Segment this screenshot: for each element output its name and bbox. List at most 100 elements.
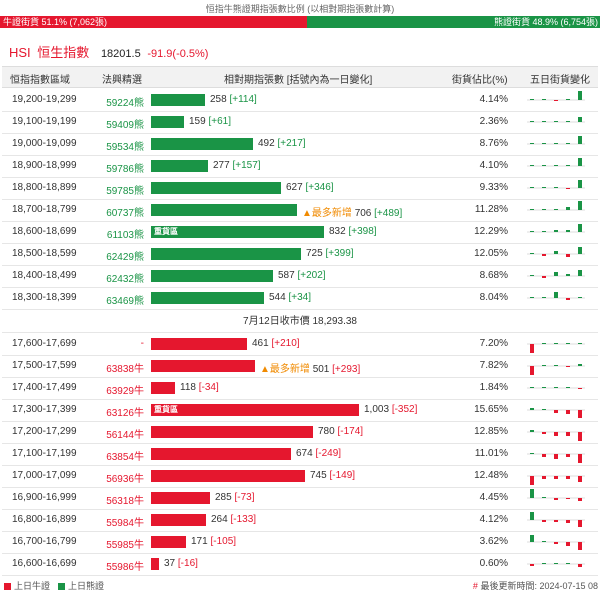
sparkline-bar xyxy=(578,520,582,527)
table-row[interactable]: 18,800-18,899 59785熊 627 [+346] 9.33% xyxy=(2,177,598,200)
table-row[interactable]: 19,100-19,199 59409熊 159 [+61] 2.36% xyxy=(2,111,598,134)
warrant-code-link[interactable]: - xyxy=(140,338,144,349)
range-cell: 18,900-18,999 xyxy=(12,160,77,171)
contracts-change: [-73] xyxy=(234,492,255,503)
five-day-sparkline xyxy=(527,91,585,101)
table-row[interactable]: 16,600-16,699 55986牛 37 [-16] 0.60% xyxy=(2,553,598,576)
sparkline-bar xyxy=(566,121,570,122)
warrant-code-link[interactable]: 62432熊 xyxy=(106,274,144,285)
ratio-cell: 4.14% xyxy=(479,94,508,105)
table-row[interactable]: 19,000-19,099 59534熊 492 [+217] 8.76% xyxy=(2,133,598,156)
sparkline-bar xyxy=(542,121,546,122)
warrant-code-link[interactable]: 62429熊 xyxy=(106,252,144,263)
table-row[interactable]: 18,700-18,799 60737熊 ▲最多新增 706 [+489] 11.28… xyxy=(2,199,598,222)
warrant-code-link[interactable]: 63838牛 xyxy=(106,364,144,375)
sparkline-bar xyxy=(554,542,558,544)
range-cell: 17,100-17,199 xyxy=(12,448,77,459)
sparkline-bar xyxy=(554,432,558,436)
warrant-code-link[interactable]: 56318牛 xyxy=(106,496,144,507)
warrant-code-link[interactable]: 63469熊 xyxy=(106,296,144,307)
table-row[interactable]: 17,500-17,599 63838牛 ▲最多新增 501 [+293] 7.82% xyxy=(2,355,598,378)
warrant-code-link[interactable]: 59224熊 xyxy=(106,98,144,109)
warrant-code-link[interactable]: 61103熊 xyxy=(106,230,144,241)
range-cell: 16,700-16,799 xyxy=(12,536,77,547)
sparkline-bar xyxy=(542,497,546,498)
table-row[interactable]: 16,900-16,999 56318牛 285 [-73] 4.45% xyxy=(2,487,598,510)
warrant-code-link[interactable]: 63854牛 xyxy=(106,452,144,463)
table-row[interactable]: 18,600-18,699 61103熊 重貨區 832 [+398] 12.29% xyxy=(2,221,598,244)
range-cell: 18,800-18,899 xyxy=(12,182,77,193)
contracts-change: [-16] xyxy=(177,558,198,569)
index-name[interactable]: 恒生指數 xyxy=(37,45,90,60)
contracts-change: [+398] xyxy=(348,226,377,237)
table-row[interactable]: 17,100-17,199 63854牛 674 [-249] 11.01% xyxy=(2,443,598,466)
table-row[interactable]: 17,600-17,699 - 461 [+210] 7.20% xyxy=(2,333,598,356)
warrant-code-link[interactable]: 59785熊 xyxy=(106,186,144,197)
sparkline-bar xyxy=(578,388,582,389)
table-row[interactable]: 16,700-16,799 55985牛 171 [-105] 3.62% xyxy=(2,531,598,554)
contracts-bar xyxy=(151,292,264,304)
sparkline-bar xyxy=(542,143,546,144)
contracts-value: ▲最多新增 706 [+489] xyxy=(302,204,402,219)
five-day-sparkline xyxy=(527,535,585,550)
table-row[interactable]: 17,400-17,499 63929牛 118 [-34] 1.84% xyxy=(2,377,598,400)
contracts-bar xyxy=(151,426,313,438)
contracts-bar xyxy=(151,338,247,350)
ratio-cell: 8.04% xyxy=(479,292,508,303)
sparkline-bar xyxy=(530,535,534,542)
warrant-code-link[interactable]: 63126牛 xyxy=(106,408,144,419)
table-row[interactable]: 18,900-18,999 59786熊 277 [+157] 4.10% xyxy=(2,155,598,178)
range-cell: 17,500-17,599 xyxy=(12,360,77,371)
sparkline-bar xyxy=(542,165,546,166)
table-row[interactable]: 17,000-17,099 56936牛 745 [-149] 12.48% xyxy=(2,465,598,488)
table-row[interactable]: 18,400-18,499 62432熊 587 [+202] 8.68% xyxy=(2,265,598,288)
sparkline-bar xyxy=(578,564,582,567)
sparkline-bar xyxy=(554,143,558,144)
table-row[interactable]: 16,800-16,899 55984牛 264 [-133] 4.12% xyxy=(2,509,598,532)
range-cell: 19,100-19,199 xyxy=(12,116,77,127)
warrant-code-link[interactable]: 56144牛 xyxy=(106,430,144,441)
contracts-bar xyxy=(151,248,301,260)
five-day-sparkline xyxy=(527,512,585,527)
table-row[interactable]: 18,500-18,599 62429熊 725 [+399] 12.05% xyxy=(2,243,598,266)
sparkline-bar xyxy=(578,247,582,254)
warrant-code-link[interactable]: 59534熊 xyxy=(106,142,144,153)
table-row[interactable]: 17,200-17,299 56144牛 780 [-174] 12.85% xyxy=(2,421,598,444)
range-cell: 18,400-18,499 xyxy=(12,270,77,281)
warrant-code-link[interactable]: 59786熊 xyxy=(106,164,144,175)
contracts-change: [+346] xyxy=(305,182,334,193)
contracts-number: 1,003 xyxy=(364,404,392,415)
range-cell: 19,000-19,099 xyxy=(12,138,77,149)
sparkline-bar xyxy=(542,454,546,457)
footer: 上日牛證 上日熊證 # 最後更新時間: 2024-07-15 08 xyxy=(0,577,600,593)
contracts-bar xyxy=(151,470,305,482)
sparkline-bar xyxy=(554,498,558,500)
table-row[interactable]: 19,200-19,299 59224熊 258 [+114] 4.14% xyxy=(2,89,598,112)
heavy-zone-label: 重貨區 xyxy=(154,227,178,236)
warrant-code-link[interactable]: 60737熊 xyxy=(106,208,144,219)
warrant-code-link[interactable]: 55984牛 xyxy=(106,518,144,529)
warrant-code-link[interactable]: 55985牛 xyxy=(106,540,144,551)
warrant-code-link[interactable]: 59409熊 xyxy=(106,120,144,131)
warrant-code-link[interactable]: 63929牛 xyxy=(106,386,144,397)
ratio-cell: 8.76% xyxy=(479,138,508,149)
contracts-change: [-352] xyxy=(391,404,418,415)
sparkline-bar xyxy=(566,188,570,189)
range-cell: 18,600-18,699 xyxy=(12,226,77,237)
five-day-sparkline xyxy=(527,201,585,211)
sparkline-bar xyxy=(542,387,546,388)
sparkline-bar xyxy=(554,365,558,366)
table-row[interactable]: 18,300-18,399 63469熊 544 [+34] 8.04% xyxy=(2,287,598,310)
col-code: 法興精選 xyxy=(102,75,142,86)
bear-legend-swatch xyxy=(58,583,65,591)
sparkline-bar xyxy=(554,121,558,122)
table-row[interactable]: 17,300-17,399 63126牛 重貨區 1,003 [-352] 15.65% xyxy=(2,399,598,422)
sparkline-bar xyxy=(554,209,558,210)
contracts-value: 118 [-34] xyxy=(180,382,219,393)
contracts-change: [+61] xyxy=(208,116,231,127)
five-day-sparkline xyxy=(527,180,585,189)
sparkline-bar xyxy=(542,254,546,256)
warrant-code-link[interactable]: 56936牛 xyxy=(106,474,144,485)
warrant-code-link[interactable]: 55986牛 xyxy=(106,562,144,573)
contracts-number: 780 xyxy=(318,426,338,437)
